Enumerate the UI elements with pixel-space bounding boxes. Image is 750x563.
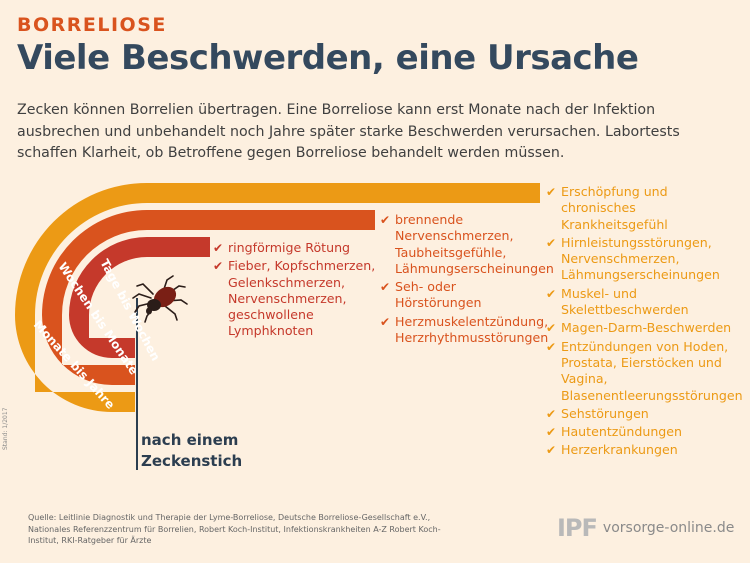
list-item: ✔ brennende Nervenschmerzen, Taubheitsgef… — [380, 212, 554, 276]
list-item: ✔ Seh- oder Hörstörungen — [380, 279, 482, 311]
check-icon: ✔ — [546, 443, 557, 458]
check-icon: ✔ — [546, 286, 557, 301]
symptom-list-tage-bis-wochen: ✔ ringförmige Rötung ✔ Fieber, Kopfschmerz… — [213, 240, 378, 342]
list-item: ✔ Herzerkrankungen — [546, 442, 678, 458]
check-icon: ✔ — [380, 280, 391, 295]
symptom-list-wochen-bis-monate: ✔ brennende Nervenschmerzen, Taubheitsgef… — [380, 212, 554, 348]
intro-text: Zecken können Borrelien übertragen. Eine… — [17, 102, 680, 161]
list-item: ✔ Fieber, Kopfschmerzen, Gelenkschmerzen,… — [213, 258, 376, 339]
origin-label: nach einem Zeckenstich — [141, 431, 243, 470]
band-tage-bis-wochen — [69, 237, 210, 358]
stand-date: Stand: 1/2017 — [2, 407, 9, 451]
source-note: Quelle: Leitlinie Diagnostik und Therapi… — [28, 513, 441, 545]
list-item: ✔ Muskel- und Skelettbeschwerden — [546, 285, 689, 318]
symptom-list-monate-bis-jahre: ✔ Erschöpfung und chronisches Krankheitsg… — [546, 184, 746, 461]
page-title: Viele Beschwerden, eine Ursache — [17, 38, 639, 78]
kicker: BORRELIOSE — [17, 14, 167, 36]
check-icon: ✔ — [380, 213, 391, 227]
tick-icon — [132, 275, 188, 323]
check-icon: ✔ — [546, 406, 557, 421]
list-item: ✔ Hirnleistungsstörungen, Nervenschmerzen… — [546, 234, 720, 283]
check-icon: ✔ — [213, 259, 224, 274]
logo-mark: IPF — [557, 514, 598, 542]
check-icon: ✔ — [546, 235, 557, 250]
list-item: ✔ ringförmige Rötung — [213, 240, 351, 255]
check-icon: ✔ — [546, 339, 557, 354]
list-item: ✔ Erschöpfung und chronisches Krankheitsg… — [546, 184, 668, 232]
check-icon: ✔ — [546, 185, 557, 199]
check-icon: ✔ — [213, 241, 224, 255]
list-item: ✔ Entzündungen von Hoden, Prostata, Eiers… — [546, 338, 743, 403]
list-item: ✔ Magen-Darm-Beschwerden — [546, 320, 732, 336]
check-icon: ✔ — [380, 314, 391, 329]
logo-url[interactable]: vorsorge-online.de — [602, 520, 735, 536]
publisher-logo[interactable]: IPF vorsorge-online.de — [557, 514, 734, 542]
band-wochen-bis-monate — [42, 210, 375, 385]
list-item: ✔ Herzmuskelentzündung, Herzrhythmusstöru… — [380, 313, 549, 346]
check-icon: ✔ — [546, 425, 557, 440]
list-item: ✔ Sehstörungen — [546, 405, 649, 421]
check-icon: ✔ — [546, 321, 557, 336]
list-item: ✔ Hautentzündungen — [546, 424, 683, 440]
